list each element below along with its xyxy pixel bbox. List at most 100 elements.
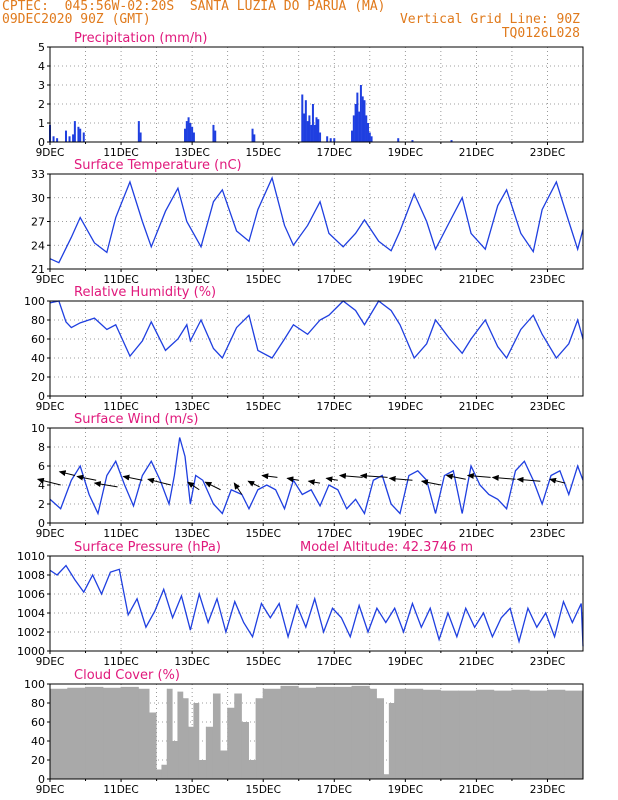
y-tick-label: 1006 [17, 588, 45, 601]
x-tick-label: 19DEC [388, 528, 423, 540]
x-tick-label: 9DEC [36, 528, 65, 540]
wind-vector [491, 474, 516, 481]
x-tick-label: 21DEC [459, 784, 494, 796]
wind-vector [204, 481, 221, 491]
y-tick-label: 5 [38, 41, 45, 54]
precip-bar [365, 115, 368, 142]
x-tick-label: 11DEC [103, 147, 138, 159]
x-tick-label: 9DEC [36, 274, 65, 286]
header-station-line: CPTEC: 045:56W-02:20S SANTA LUZIA DO PAR… [2, 0, 386, 14]
x-tick-label: 19DEC [388, 274, 423, 286]
x-tick-label: 13DEC [174, 784, 209, 796]
precip-bar [191, 126, 194, 142]
precip-bar [79, 128, 82, 142]
y-tick-label: 80 [31, 314, 45, 327]
x-tick-label: 23DEC [530, 147, 565, 159]
y-tick-label: 20 [31, 371, 45, 384]
y-tick-label: 1008 [17, 569, 45, 582]
x-tick-label: 23DEC [530, 401, 565, 413]
precip-bar [317, 119, 320, 142]
y-tick-label: 0 [38, 517, 45, 530]
x-tick-label: 15DEC [245, 147, 280, 159]
y-tick-label: 24 [31, 239, 45, 252]
precip-bar [306, 121, 309, 142]
pressure-subtitle: Model Altitude: 42.3746 m [300, 540, 473, 555]
precip-bar [352, 115, 355, 142]
x-tick-label: 11DEC [103, 656, 138, 668]
precip-bar [326, 136, 329, 142]
x-tick-label: 23DEC [530, 656, 565, 668]
y-tick-label: 3 [38, 79, 45, 92]
precip-bar [187, 117, 190, 142]
x-tick-label: 21DEC [459, 274, 494, 286]
temperature-panel: 21 24 27 30 33 9DEC 11DEC 13DEC 15DEC 17DEC 19DEC 2… [31, 158, 584, 286]
precip-bar [367, 123, 370, 142]
precipitation-title: Precipitation (mm/h) [74, 31, 207, 46]
wind-vector [388, 475, 413, 482]
precip-bar [351, 130, 354, 142]
plot-frame [49, 683, 584, 780]
precip-bar [189, 123, 192, 142]
y-tick-label: 21 [31, 263, 45, 276]
header-model-id: TQ0126L028 [501, 26, 580, 41]
wind-vector [36, 477, 61, 486]
x-tick-label: 11DEC [103, 274, 138, 286]
y-tick-label: 0 [38, 773, 45, 786]
precip-bar [354, 104, 357, 142]
y-tick-label: 0 [38, 136, 45, 149]
x-tick-label: 15DEC [245, 528, 280, 540]
precip-bar [301, 94, 304, 142]
y-tick-label: 2 [38, 498, 45, 511]
x-tick-label: 9DEC [36, 656, 65, 668]
y-tick-label: 10 [31, 422, 45, 435]
precip-bar [192, 132, 195, 142]
wind-vector [261, 473, 278, 480]
precip-bar [319, 132, 322, 142]
plot-frame [49, 46, 584, 143]
y-tick-label: 40 [31, 735, 45, 748]
plot-frame [49, 555, 584, 652]
x-tick-label: 17DEC [317, 656, 352, 668]
temperature-line [49, 176, 584, 264]
precip-bar [361, 96, 364, 142]
x-tick-label: 23DEC [530, 274, 565, 286]
x-tick-label: 17DEC [317, 401, 352, 413]
y-tick-label: 2 [38, 98, 45, 111]
y-tick-label: 80 [31, 697, 45, 710]
x-tick-label: 15DEC [245, 274, 280, 286]
precip-bar [397, 138, 400, 142]
x-tick-label: 21DEC [459, 147, 494, 159]
x-tick-label: 17DEC [317, 528, 352, 540]
wind-vector [147, 477, 171, 486]
x-tick-label: 19DEC [388, 656, 423, 668]
y-tick-label: 27 [31, 216, 45, 229]
precip-bar [52, 136, 55, 142]
y-tick-label: 60 [31, 716, 45, 729]
temperature-title: Surface Temperature (nC) [74, 158, 242, 173]
wind-vector [122, 474, 143, 481]
precipitation-panel: 0 1 2 3 4 5 9DEC 11DEC 13DEC 15DEC 17DEC 19DEC 21DEC… [36, 31, 584, 159]
wind-vector [247, 480, 260, 488]
wind-vector [466, 473, 491, 479]
y-tick-label: 100 [24, 678, 45, 691]
x-tick-label: 13DEC [174, 656, 209, 668]
y-tick-label: 30 [31, 192, 45, 205]
wind-vector [93, 481, 118, 488]
precip-bar [185, 121, 188, 142]
precip-bar [56, 138, 59, 142]
wind-vector [76, 474, 97, 481]
x-tick-label: 11DEC [103, 528, 138, 540]
precip-bar [184, 128, 187, 142]
y-tick-label: 40 [31, 352, 45, 365]
x-tick-label: 11DEC [103, 401, 138, 413]
precip-bar [329, 138, 332, 142]
wind-panel: 0 2 4 6 8 10 9DEC 11DEC 13DEC 15DEC 17DEC 19DEC 21DE… [31, 412, 584, 540]
precip-bar [368, 132, 371, 142]
y-tick-label: 4 [38, 479, 45, 492]
wind-title: Surface Wind (m/s) [74, 412, 198, 427]
humidity-title: Relative Humidity (%) [74, 285, 216, 300]
precip-bar [77, 126, 80, 142]
x-tick-label: 21DEC [459, 401, 494, 413]
precip-bar [450, 140, 453, 142]
